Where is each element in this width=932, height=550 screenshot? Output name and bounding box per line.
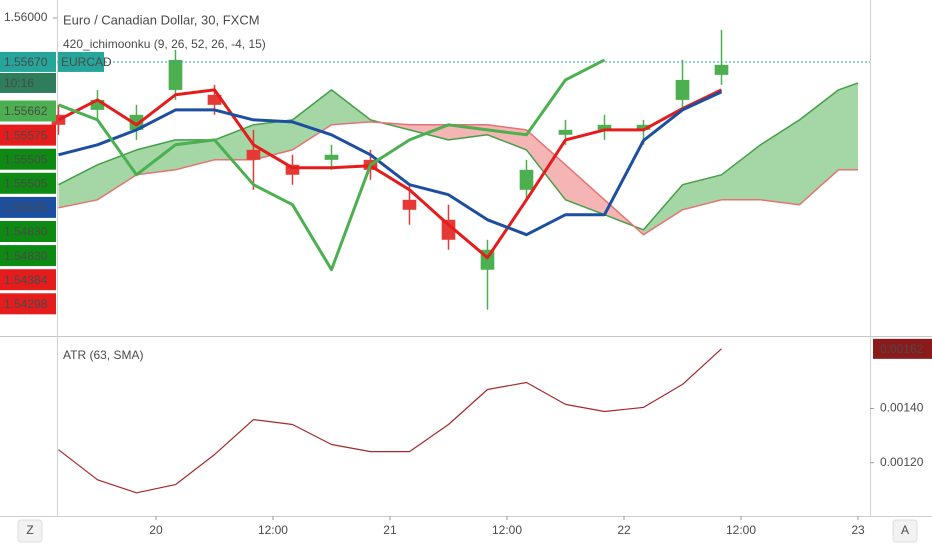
symbol-badge [58,51,104,72]
x-tick-label: 12:00 [492,523,522,537]
indicator-title: 420_ichimoonku (9, 26, 52, 26, -4, 15) [63,37,266,51]
price-badge-label: 1.55662 [4,104,48,118]
price-badge-label: 1.54298 [4,297,48,311]
x-tick-label: 22 [617,523,631,537]
candle-body [675,79,690,100]
y-tick-label: 1.56000 [4,10,48,24]
cloud-segment [565,164,605,215]
cloud-segment [760,119,800,205]
price-badge-label: 1.54830 [4,249,48,263]
chart-title: Euro / Canadian Dollar, 30, FXCM [63,12,260,27]
indicator-line [58,90,723,237]
candle-body [324,154,339,160]
candle-body [519,169,534,190]
price-badge [0,148,56,170]
candle-body [285,164,300,175]
price-badge-label: 1.54384 [4,273,48,287]
atr-line [58,348,722,494]
button-label[interactable]: A [901,523,909,537]
candle-body [441,219,456,240]
cloud-segment [331,89,371,125]
price-badge-label: 1.55575 [4,128,48,142]
indicator-line [57,58,606,272]
cloud-segment [292,89,332,150]
cloud-segment [799,89,839,205]
x-tick-label: 23 [851,523,865,537]
candle-body [402,199,417,210]
price-badge [0,172,56,194]
countdown-badge [0,72,56,93]
cloud-edge [58,82,859,231]
last-value-badge [873,338,932,359]
x-tick-label: 12:00 [258,523,288,537]
last-price-label: 1.55670 [4,55,48,69]
button[interactable] [892,519,918,543]
cloud-segment [838,82,858,170]
candle-body [558,129,573,135]
candle-body [90,99,105,110]
price-badge [0,293,56,315]
candle-body [207,94,222,105]
atr-title: ATR (63, SMA) [63,348,143,362]
y-tick-label: 0.00120 [880,455,924,469]
price-badge-label: 1.55505 [4,176,48,190]
last-price-badge [0,51,56,72]
price-badge-label: 1.54830 [4,225,48,239]
cloud-segment [721,144,761,200]
candle-body [714,64,729,75]
candle-body [246,149,261,160]
cloud-segment [526,129,566,200]
candle-body [597,124,612,130]
cloud-segment [175,139,215,170]
x-tick-label: 21 [383,523,397,537]
price-badge [0,245,56,267]
price-badge [0,221,56,242]
candle-body [129,114,144,130]
x-tick-label: 12:00 [726,523,756,537]
last-value-label: 0.00162 [880,342,924,356]
candle-body [636,124,651,130]
countdown-label: 10:16 [4,76,34,90]
x-tick-label: 20 [149,523,163,537]
cloud-segment [682,174,722,210]
cloud-edge [58,121,858,236]
price-badge-label: 1.55505 [4,152,48,166]
y-tick-label: 0.00140 [880,401,924,415]
symbol-label: EURCAD [61,55,112,69]
price-badge [0,196,56,218]
button[interactable] [17,519,43,543]
price-badge [0,100,56,122]
marks: 1.56000 20 12:00 21 12:00 22 12:00 23 1.55670 EUR… [0,10,932,537]
price-badge [0,124,56,146]
cloud-segment [58,164,98,208]
price-badge [0,269,56,291]
button-label[interactable]: Z [26,523,33,537]
price-badge-label: 1.55435 [4,201,48,215]
cloud-segment [643,184,683,235]
indicator-line [57,88,723,260]
candle-body [168,59,183,90]
